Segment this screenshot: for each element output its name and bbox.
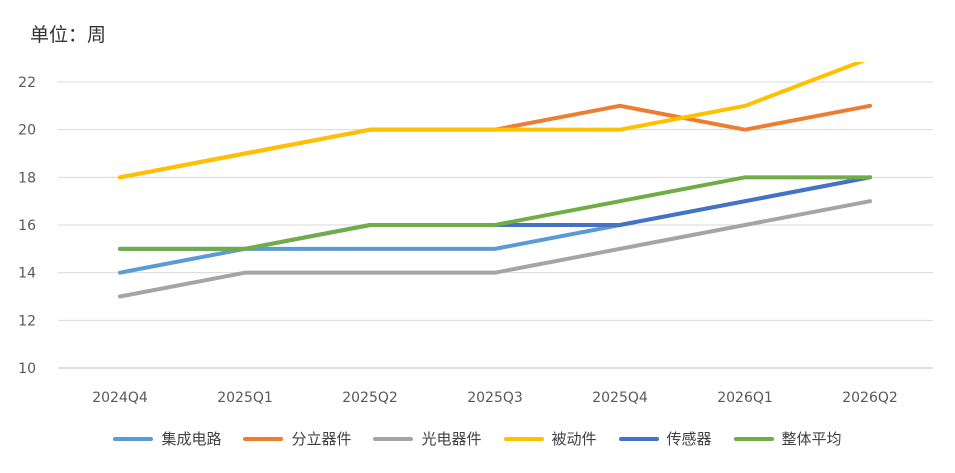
series-line [118,199,872,299]
legend-label: 被动件 [551,430,597,448]
x-tick-label: 2026Q1 [717,390,773,406]
y-tick-label: 16 [18,218,36,234]
legend-label: 集成电路 [161,430,222,448]
legend-label: 光电器件 [421,430,482,448]
series-line [118,103,872,180]
x-tick-label: 2026Q2 [842,390,898,406]
legend-item: 传感器 [618,428,712,449]
legend-item: 分立器件 [243,428,351,449]
series-line [118,62,866,180]
x-tick-label: 2025Q4 [592,390,648,406]
series-line [118,175,872,251]
y-tick-label: 10 [18,361,36,377]
legend-swatch [113,436,154,441]
legend-item: 整体平均 [733,428,842,449]
y-tick-label: 12 [18,313,36,329]
legend-item: 集成电路 [113,428,221,449]
y-tick-label: 14 [18,266,36,282]
x-tick-label: 2025Q2 [342,390,398,406]
unit-label: 单位：周 [30,24,107,46]
series-line [118,175,872,251]
x-tick-label: 2025Q1 [217,390,273,406]
legend-swatch [618,436,659,441]
y-tick-label: 22 [18,75,36,91]
legend-label: 分立器件 [291,430,352,448]
series-lines [118,62,872,299]
y-tick-label: 18 [18,170,36,186]
legend-label: 传感器 [666,430,712,448]
legend-swatch [373,436,414,441]
legend-item: 光电器件 [373,428,482,449]
legend-swatch [243,436,284,441]
legend-swatch [503,436,544,441]
legend-label: 整体平均 [781,430,842,448]
legend-swatch [733,436,774,441]
y-axis: 10 12 14 16 18 20 22 [18,75,36,377]
x-axis: 2024Q4 2025Q1 2025Q2 2025Q3 2025Q4 2026Q1 2026… [92,390,898,406]
x-tick-label: 2025Q3 [467,390,523,406]
y-tick-label: 20 [18,123,36,139]
x-tick-label: 2024Q4 [92,390,148,406]
legend-item: 被动件 [503,428,597,449]
legend: 集成电路 分立器件 光电器件 被动件 传感器 整体平均 [0,428,955,449]
